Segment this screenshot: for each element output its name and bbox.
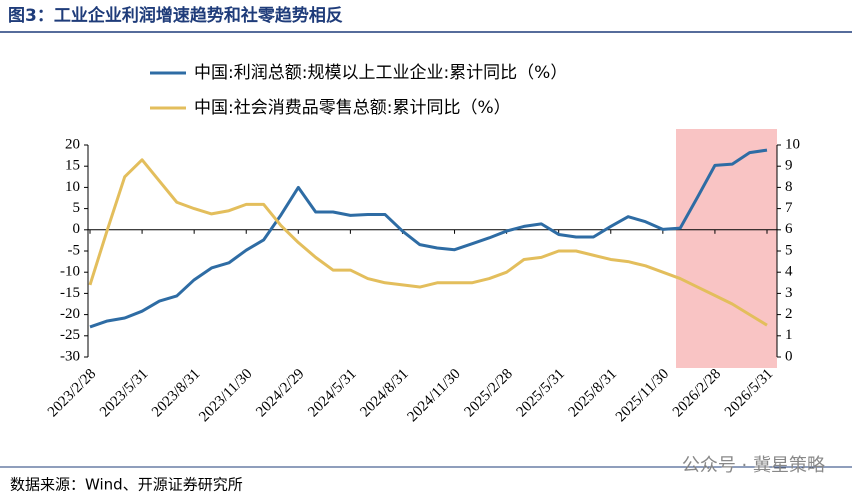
source: 数据来源：Wind、开源证券研究所 xyxy=(10,476,243,494)
y2-tick-label: 8 xyxy=(785,179,793,195)
y2-tick-label: 2 xyxy=(785,306,793,322)
y2-tick-label: 6 xyxy=(785,221,793,237)
y2-tick-label: 9 xyxy=(785,158,793,174)
series-line xyxy=(88,158,768,327)
x-tick-label: 2025/5/31 xyxy=(514,366,568,420)
y2-tick-label: 10 xyxy=(785,136,800,152)
y-tick-label: -10 xyxy=(60,264,80,280)
x-tick-label: 2026/2/28 xyxy=(670,366,724,420)
highlight-region xyxy=(676,129,777,368)
y-tick-label: 10 xyxy=(65,179,80,195)
x-tick-label: 2025/2/28 xyxy=(462,366,516,420)
x-tick-label: 2024/11/30 xyxy=(405,366,464,425)
y-tick-label: 5 xyxy=(73,200,81,216)
x-tick-label: 2025/11/30 xyxy=(613,366,672,425)
legend-label: 中国:利润总额:规模以上工业企业:累计同比（%） xyxy=(194,63,567,83)
x-tick-label: 2024/8/31 xyxy=(357,366,411,420)
y-tick-label: -15 xyxy=(60,285,80,301)
y-tick-label: 15 xyxy=(65,158,80,174)
watermark: 公众号 · 冀星策略 xyxy=(682,455,825,476)
x-tick-label: 2025/8/31 xyxy=(566,366,620,420)
y2-tick-label: 7 xyxy=(785,200,793,216)
x-tick-label: 2023/5/31 xyxy=(97,366,151,420)
legend-label: 中国:社会消费品零售总额:累计同比（%） xyxy=(194,98,511,118)
x-tick-label: 2026/5/31 xyxy=(722,366,776,420)
y2-tick-label: 3 xyxy=(785,285,793,301)
x-tick-label: 2023/2/28 xyxy=(45,366,99,420)
y-tick-label: 20 xyxy=(65,136,80,152)
y2-tick-label: 5 xyxy=(785,242,793,258)
x-tick-label: 2023/8/31 xyxy=(149,366,203,420)
y2-tick-label: 0 xyxy=(785,348,793,364)
y2-tick-label: 1 xyxy=(785,327,793,343)
y-tick-label: -30 xyxy=(60,348,80,364)
y-tick-label: 0 xyxy=(73,221,81,237)
y-tick-label: -20 xyxy=(60,306,80,322)
x-tick-label: 2023/11/30 xyxy=(196,366,255,425)
chart-title: 图3：工业企业利润增速趋势和社零趋势相反 xyxy=(8,5,343,26)
series-line xyxy=(89,148,768,329)
x-tick-label: 2024/5/31 xyxy=(305,366,359,420)
x-tick-label: 2024/2/29 xyxy=(253,366,307,420)
y-tick-label: -25 xyxy=(60,327,80,343)
y2-tick-label: 4 xyxy=(785,264,793,280)
y-tick-label: -5 xyxy=(68,242,81,258)
